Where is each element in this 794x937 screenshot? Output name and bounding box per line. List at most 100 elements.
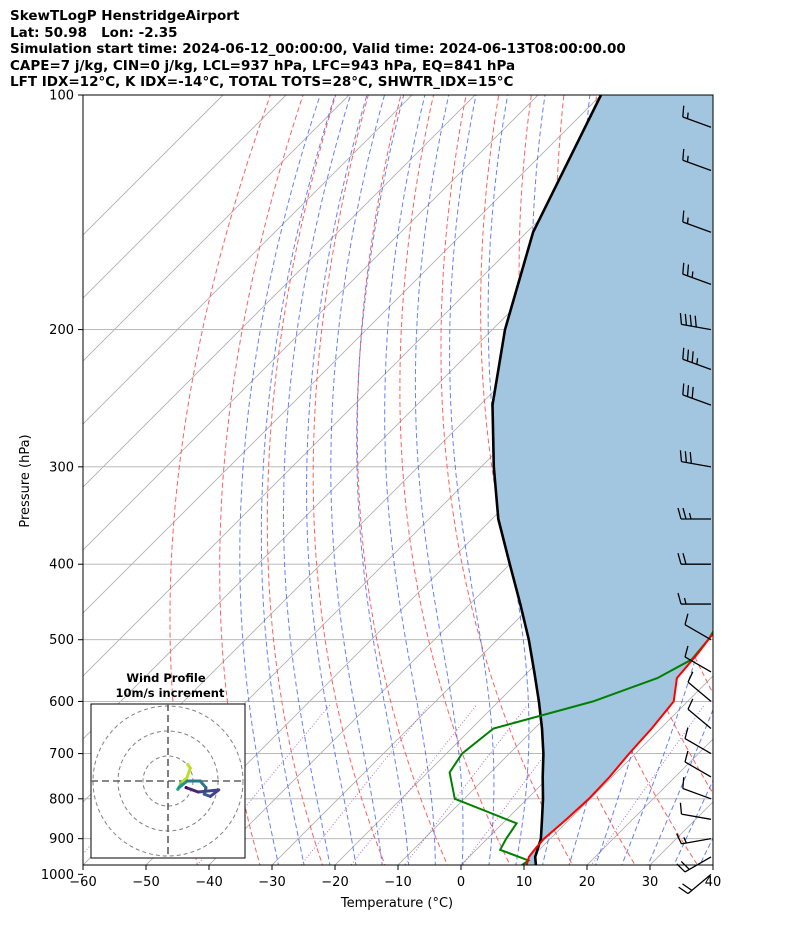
x-axis-label: Temperature (°C) xyxy=(340,896,453,911)
wind-barb-flag xyxy=(682,105,685,118)
dry-adiabat xyxy=(760,95,794,891)
wind-barb xyxy=(677,507,711,520)
wind-barb-flag xyxy=(680,860,690,870)
hodograph-segment xyxy=(177,779,189,789)
mixing-ratio-line xyxy=(350,704,477,865)
wind-barb-staff xyxy=(687,681,712,702)
wind-barb-flag xyxy=(679,450,683,462)
y-tick-label: 900 xyxy=(49,832,74,847)
hodograph: Wind Profile 10m/s increment xyxy=(90,671,246,859)
wind-barb-flag xyxy=(689,314,692,327)
moist-adiabat xyxy=(673,779,713,865)
wind-barb-half-flag xyxy=(683,597,687,605)
wind-barb-flag xyxy=(682,383,685,395)
dry-adiabat xyxy=(727,95,794,891)
mixing-ratio-line xyxy=(300,704,430,865)
x-tick-label: −60 xyxy=(69,875,96,890)
y-tick-label: 600 xyxy=(49,695,74,710)
x-tick-label: −20 xyxy=(321,875,348,890)
x-tick-label: −30 xyxy=(258,875,285,890)
wind-barb-flag xyxy=(686,385,690,397)
isotherm xyxy=(83,95,476,488)
isotherm xyxy=(83,95,539,551)
y-tick-label: 800 xyxy=(49,792,74,807)
wind-barb-flag xyxy=(677,553,682,565)
x-tick-label: 30 xyxy=(642,875,659,890)
wind-barb xyxy=(676,833,712,845)
index-line: LFT IDX=12°C, K IDX=-14°C, TOTAL TOTS=28… xyxy=(10,74,514,90)
wind-barb xyxy=(676,856,712,873)
wind-barb xyxy=(678,873,712,895)
wind-barb-staff xyxy=(684,624,712,641)
wind-barb-half-flag xyxy=(686,155,689,163)
moist-adiabat xyxy=(414,95,464,865)
isotherm xyxy=(83,95,602,614)
wind-barb-flag xyxy=(682,347,685,360)
profiles xyxy=(448,95,713,865)
wind-barb xyxy=(684,613,712,641)
parcel-line xyxy=(491,95,603,865)
dry-adiabat xyxy=(169,95,271,865)
x-tick-label: 40 xyxy=(705,875,722,890)
wind-barb-flag xyxy=(691,351,694,363)
moist-adiabat xyxy=(531,95,570,865)
y-axis-label: Pressure (hPa) xyxy=(18,434,33,527)
wind-barb-flag xyxy=(684,727,689,739)
y-tick-label: 700 xyxy=(49,747,74,762)
wind-barb-flag xyxy=(686,349,690,361)
wind-barb-flag xyxy=(684,613,689,625)
dry-adiabat xyxy=(356,95,449,865)
wind-barb xyxy=(679,312,712,331)
wind-barb-flag xyxy=(677,507,682,520)
hodograph-segment xyxy=(196,788,221,794)
moist-adiabat xyxy=(595,95,671,865)
x-tick-label: −10 xyxy=(384,875,411,890)
wind-barb-flag xyxy=(684,750,689,763)
temperature-line xyxy=(525,631,713,865)
x-tick-label: 20 xyxy=(579,875,596,890)
wind-barb xyxy=(679,450,712,468)
wind-barb-flag xyxy=(694,315,697,328)
wind-barb-flag xyxy=(682,777,685,789)
wind-barb-half-flag xyxy=(683,837,687,844)
wind-barb-staff xyxy=(684,761,712,778)
wind-barb-flag xyxy=(684,645,689,658)
x-tick-label: 0 xyxy=(457,875,465,890)
isotherm xyxy=(83,95,224,236)
isotherm xyxy=(750,95,794,891)
wind-barb-flag xyxy=(687,698,694,710)
wind-barb xyxy=(682,777,712,800)
y-tick-label: 400 xyxy=(49,558,74,573)
dry-adiabat xyxy=(312,95,386,865)
wind-barbs xyxy=(676,105,712,895)
isotherm xyxy=(83,95,665,677)
wind-barb xyxy=(682,262,712,286)
moist-adiabat xyxy=(487,95,530,865)
wind-barb-flag xyxy=(687,671,694,683)
mixing-ratio-line xyxy=(196,704,331,865)
wind-barb xyxy=(684,645,712,673)
moist-adiabat xyxy=(260,95,336,865)
dry-adiabat xyxy=(480,95,636,865)
wind-barb-staff xyxy=(687,708,712,730)
isotherm xyxy=(83,95,413,425)
wind-barb-flag xyxy=(686,264,690,276)
wind-barb-flag xyxy=(678,886,689,895)
wind-barb-flag xyxy=(676,863,686,873)
moist-adiabat xyxy=(621,95,713,865)
wind-barb-half-flag xyxy=(691,271,694,278)
x-tick-label: −50 xyxy=(132,875,159,890)
wind-barb-flag xyxy=(679,802,683,815)
wind-barb xyxy=(679,802,712,820)
cape-area xyxy=(492,95,713,865)
dry-adiabat xyxy=(440,95,574,865)
wind-barb-flag xyxy=(691,386,694,399)
isotherm xyxy=(397,549,713,865)
wind-barb-staff xyxy=(682,394,712,406)
isotherm xyxy=(83,95,287,299)
isotherm xyxy=(83,95,350,362)
axes: −60 −50 −40 −30 −20 −10 0 10 20 30 40 100 200 300 400 5… xyxy=(41,89,721,891)
wind-barb-half-flag xyxy=(686,112,689,119)
wind-barb xyxy=(682,383,712,406)
